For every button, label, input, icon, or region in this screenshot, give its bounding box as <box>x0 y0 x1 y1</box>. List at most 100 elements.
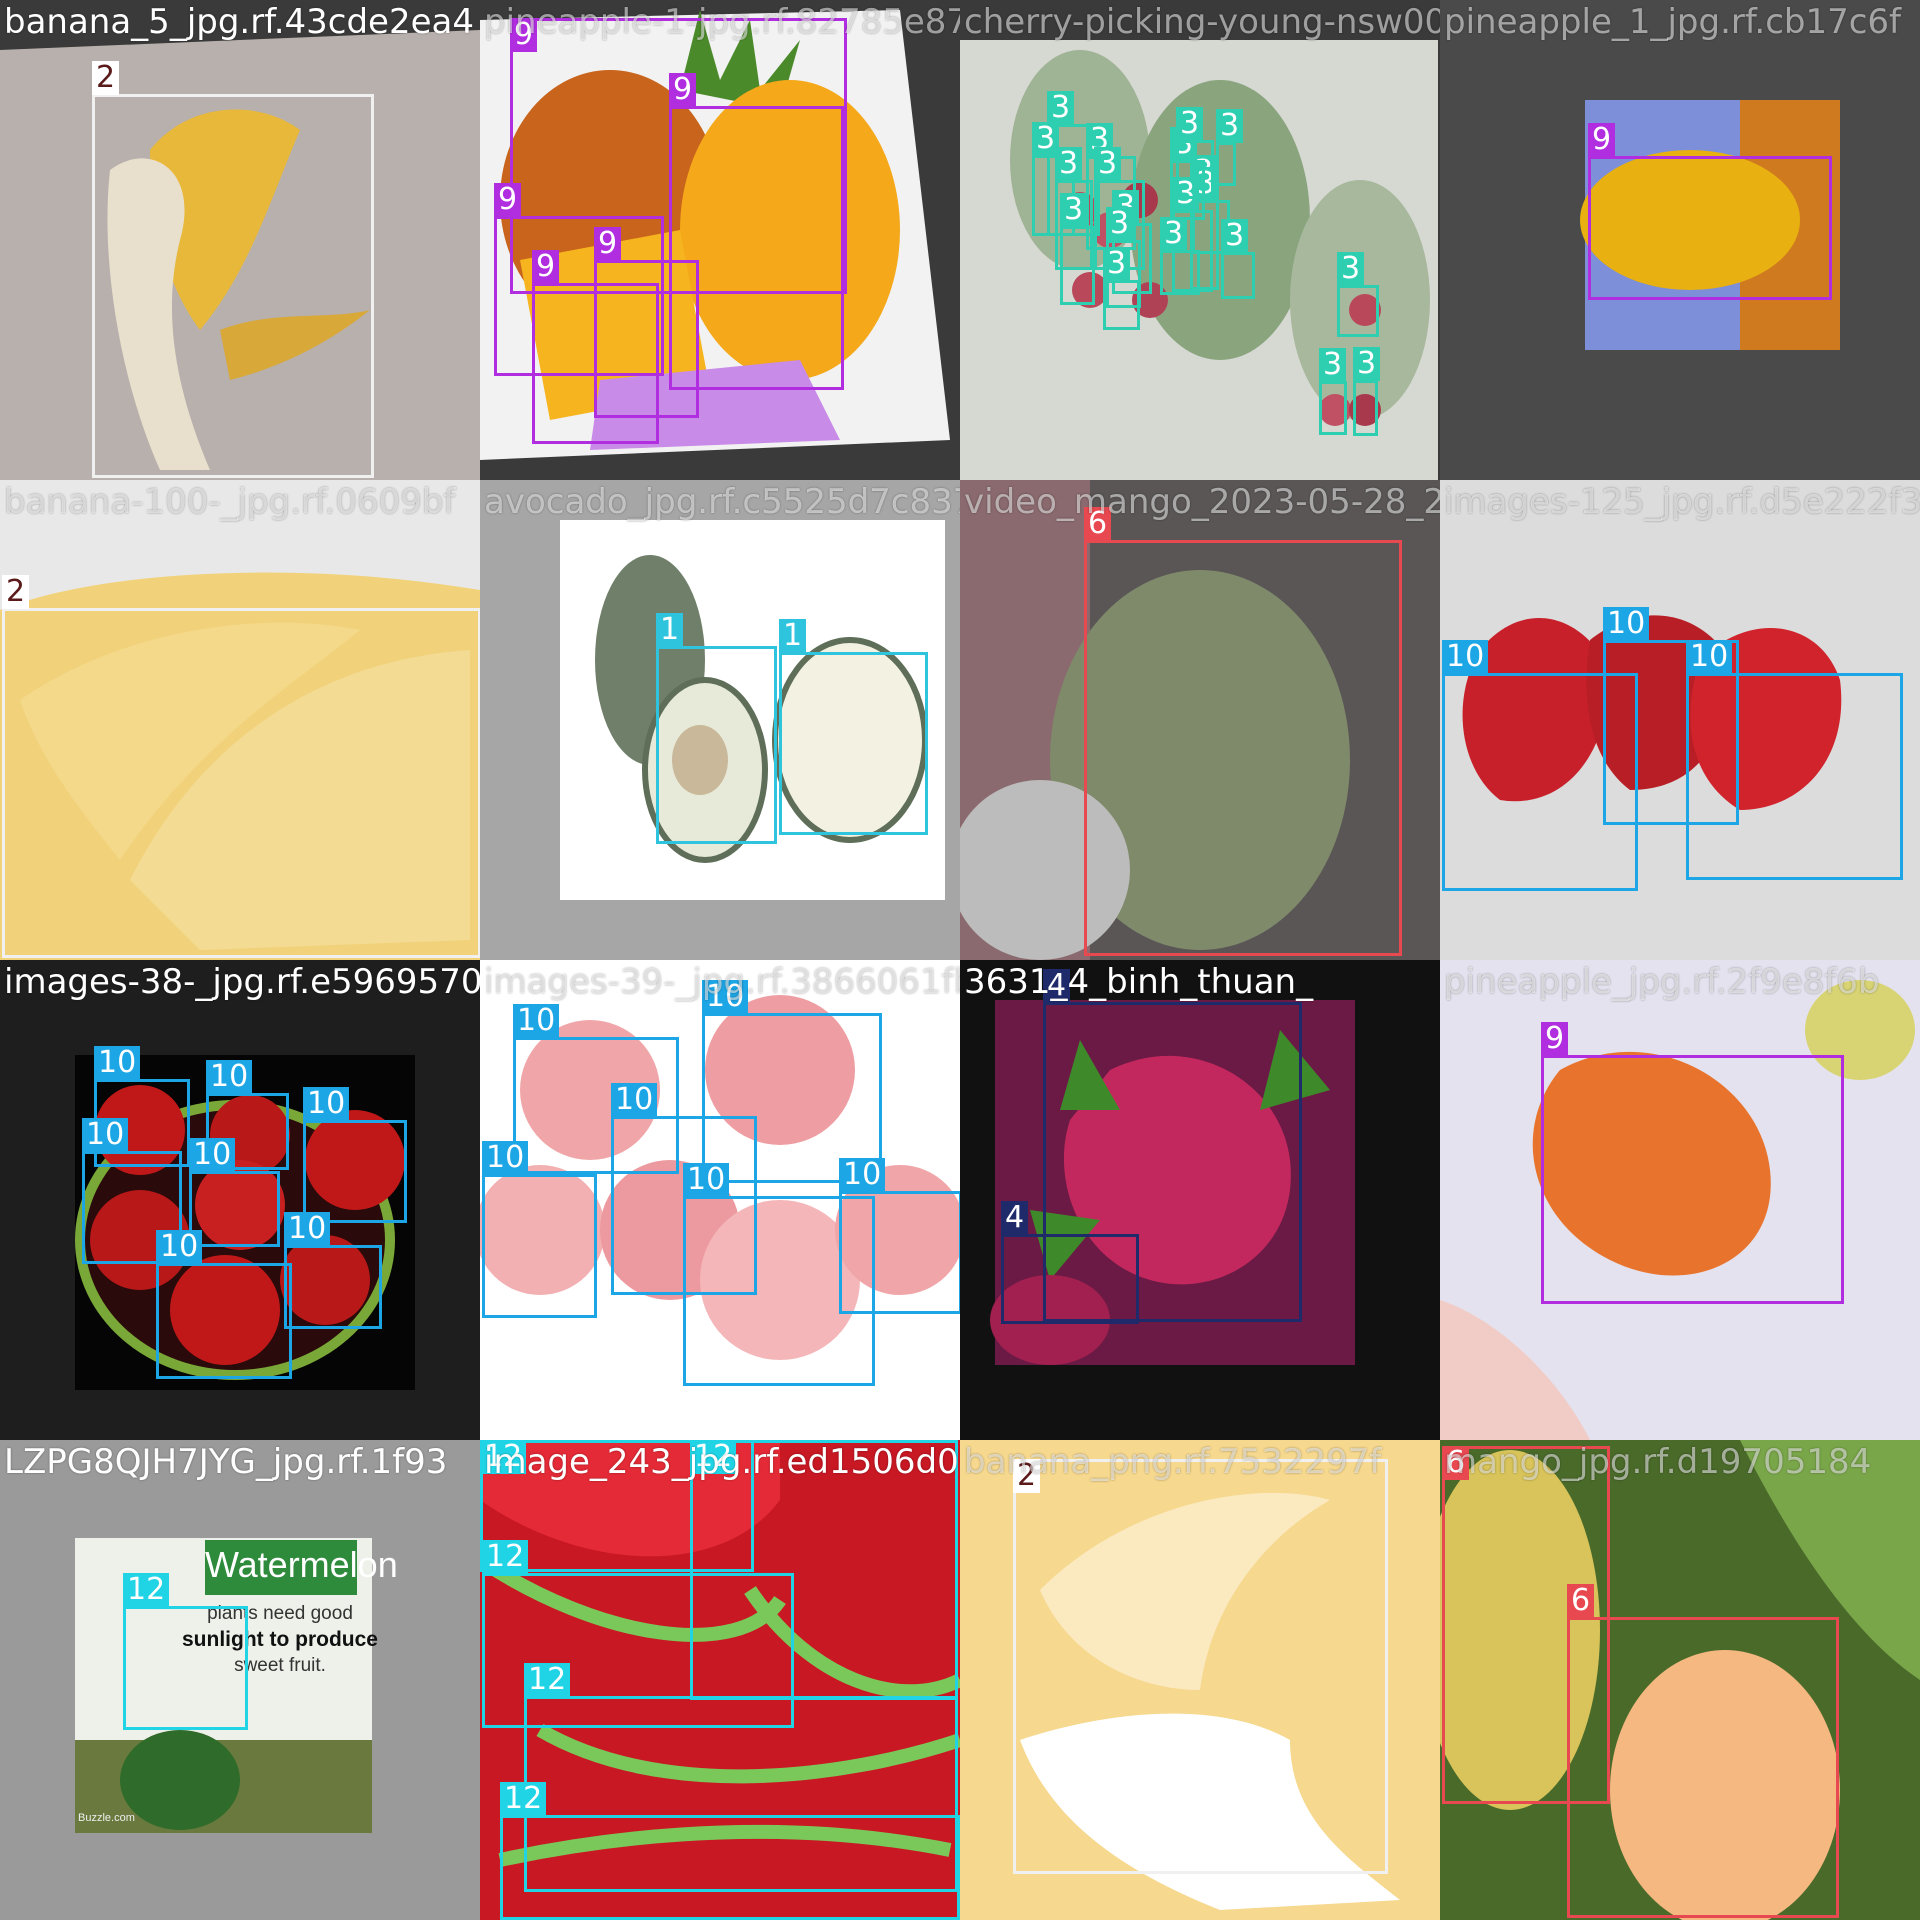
bbox-label: 9 <box>532 250 560 284</box>
bbox-label: 2 <box>2 575 30 609</box>
tile-filename: images-39-_jpg.rf.3866061fb863 <box>484 962 960 1002</box>
bbox-label: 10 <box>303 1087 350 1121</box>
bbox-class-9: 9 <box>594 227 699 418</box>
pineapple-slice-image <box>1440 0 1920 480</box>
bbox-class-10: 10 <box>1686 640 1903 880</box>
bbox-class-9: 9 <box>1541 1022 1844 1304</box>
bbox-class-6: 6 <box>1442 1446 1610 1804</box>
bbox-label: 10 <box>1603 607 1650 641</box>
bbox-label: 10 <box>482 1141 529 1175</box>
bbox-label: 10 <box>94 1046 141 1080</box>
bbox-label: 12 <box>480 1440 527 1474</box>
bbox-label: 3 <box>1106 207 1134 241</box>
bbox-class-9: 9 <box>532 250 659 444</box>
tile-4-pineapple: 9 pineapple_1_jpg.rf.cb17c6f <box>1440 0 1920 480</box>
bbox-class-10: 10 <box>513 1004 679 1174</box>
tile-filename: image_243_jpg.rf.ed1506d0 <box>484 1442 959 1482</box>
bbox-class-3: 3 <box>1353 347 1381 436</box>
bbox-class-6: 6 <box>1084 507 1402 956</box>
tile-1-banana: 2 banana_5_jpg.rf.43cde2ea4 <box>0 0 480 480</box>
bbox-label: 9 <box>1541 1022 1569 1056</box>
bbox-class-3: 3 <box>1216 109 1244 186</box>
tile-6-avocado: 1 1 avocado_jpg.rf.c5525d7c837ea9 <box>480 480 960 960</box>
bbox-label: 3 <box>1094 147 1122 181</box>
bbox-label: 10 <box>82 1118 129 1152</box>
bbox-class-10: 10 <box>683 1163 875 1386</box>
bbox-class-10: 10 <box>94 1046 190 1167</box>
bbox-label: 3 <box>1319 348 1347 382</box>
tile-filename: mango_jpg.rf.d19705184 <box>1444 1442 1872 1482</box>
bbox-class-3: 3 <box>1319 348 1347 435</box>
poster-title: Watermelon <box>205 1544 398 1585</box>
bbox-class-9: 9 <box>494 183 664 376</box>
tile-15-banana: 2 banana_png.rf.7532297f <box>960 1440 1440 1920</box>
bbox-label: 12 <box>123 1573 170 1607</box>
bbox-label: 3 <box>1060 193 1088 227</box>
bbox-class-10: 10 <box>839 1158 960 1314</box>
bbox-label: 10 <box>206 1060 253 1094</box>
bbox-class-4: 4 <box>1001 1201 1139 1324</box>
bbox-label: 10 <box>513 1004 560 1038</box>
watermelon-poster-image <box>0 1440 480 1920</box>
bbox-class-3: 3 <box>1055 147 1093 270</box>
bbox-class-10: 10 <box>482 1141 597 1318</box>
tile-filename: images-38-_jpg.rf.e59695701 <box>4 962 480 1002</box>
bbox-class-3: 3 <box>1221 219 1255 299</box>
tile-filename: banana-100-_jpg.rf.0609bf <box>4 482 456 522</box>
bbox-label: 10 <box>611 1083 658 1117</box>
bbox-class-3: 3 <box>1103 247 1140 330</box>
bbox-class-1: 1 <box>656 613 777 844</box>
tile-14-watermelon: 12 12 12 12 12 image_243_jpg.rf.ed1506d0 <box>480 1440 960 1920</box>
bbox-label: 10 <box>702 980 749 1014</box>
bbox-label: 9 <box>594 227 622 261</box>
bbox-class-3: 3 <box>1337 252 1379 337</box>
mango-tree-image <box>1440 1440 1920 1920</box>
tile-12-pineapple: 9 pineapple_jpg.rf.2f9e8f6b <box>1440 960 1920 1440</box>
bbox-class-12: 12 <box>524 1663 958 1892</box>
bbox-class-10: 10 <box>702 980 882 1183</box>
poster-line-2: sunlight to produce <box>182 1628 378 1651</box>
bbox-label: 3 <box>1337 252 1365 286</box>
bbox-label: 12 <box>500 1782 547 1816</box>
bbox-class-10: 10 <box>1442 640 1638 891</box>
bbox-class-10: 10 <box>156 1230 292 1379</box>
tile-11-dragonfruit: 4 4 3631_4_binh_thuan_ <box>960 960 1440 1440</box>
dragon-fruit-image <box>960 960 1440 1440</box>
bbox-label: 6 <box>1084 507 1112 541</box>
bbox-label: 9 <box>510 18 538 52</box>
bbox-class-10: 10 <box>1603 607 1739 825</box>
bbox-label: 10 <box>189 1138 236 1172</box>
bbox-class-10: 10 <box>284 1212 382 1329</box>
tile-filename: banana_5_jpg.rf.43cde2ea4 <box>4 2 474 42</box>
banana-bunch-image <box>0 480 480 960</box>
tile-8-strawberry: 10 10 10 images-125_jpg.rf.d5e222f36 <box>1440 480 1920 960</box>
bbox-class-10: 10 <box>189 1138 280 1247</box>
bbox-label: 9 <box>1588 123 1616 157</box>
bbox-class-3: 3 <box>1060 193 1095 305</box>
bbox-label: 10 <box>156 1230 203 1264</box>
poster-line-3: sweet fruit. <box>234 1655 326 1676</box>
bbox-class-1: 1 <box>779 619 928 835</box>
tile-13-watermelon-poster: Watermelon plants need good sunlight to … <box>0 1440 480 1920</box>
bbox-class-4: 4 <box>1043 969 1302 1322</box>
bbox-label: 3 <box>1032 122 1060 156</box>
tile-filename: LZPG8QJH7JYG_jpg.rf.1f93 <box>4 1442 448 1482</box>
bbox-label: 2 <box>92 61 120 95</box>
bbox-label: 10 <box>284 1212 331 1246</box>
bbox-label: 10 <box>683 1163 730 1197</box>
tile-2-pineapple: 99999pineapple-1-jpg.rf.82785e87dd4064b3… <box>480 0 960 480</box>
bbox-label: 3 <box>1047 91 1075 125</box>
bbox-class-3: 3 <box>1160 217 1200 295</box>
tile-5-banana: 2 banana-100-_jpg.rf.0609bf <box>0 480 480 960</box>
bbox-class-10: 10 <box>611 1083 757 1295</box>
avocado-halves-image <box>480 480 960 960</box>
bbox-label: 6 <box>1567 1584 1595 1618</box>
tile-3-cherry: 33333333333333333333cherry-picking-young… <box>960 0 1440 480</box>
bbox-label: 12 <box>690 1440 737 1474</box>
bbox-class-9: 9 <box>510 18 847 294</box>
tile-filename: images-125_jpg.rf.d5e222f36 <box>1444 482 1920 522</box>
bbox-class-12: 12 <box>123 1573 248 1730</box>
bbox-label: 4 <box>1001 1201 1029 1235</box>
